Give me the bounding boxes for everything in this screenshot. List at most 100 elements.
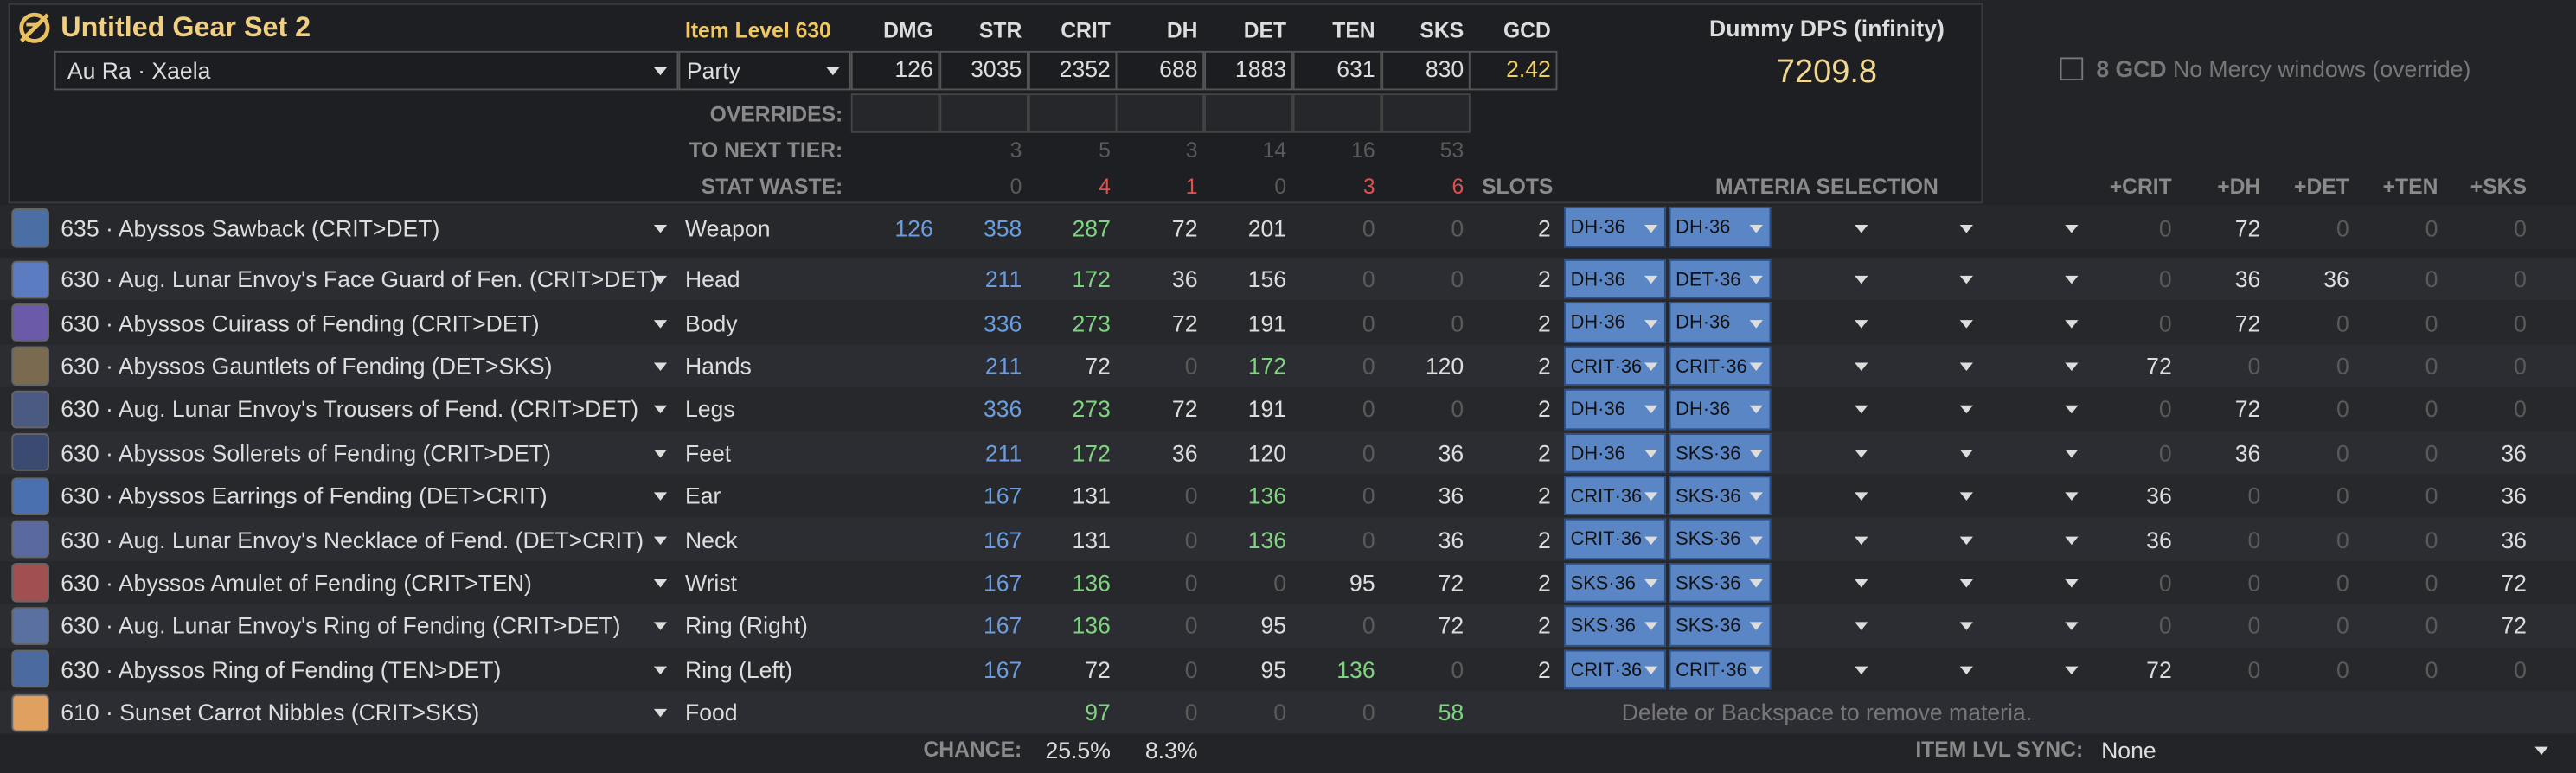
gear-name[interactable]: 630 · Abyssos Ring of Fending (TEN>DET) [61,655,502,683]
next-tier-label: TO NEXT TIER: [689,137,843,163]
stat-waste: 1 [1185,174,1198,199]
gear-stat: 36 [1438,439,1464,466]
total-cell [1292,50,1381,91]
sync-label: ITEM LVL SYNC: [1915,737,2084,762]
gear-stat: 0 [1273,569,1287,596]
sync-select[interactable]: None [2093,733,2560,770]
materia-select[interactable]: CRIT·36 [1669,346,1772,386]
materia-plus: 72 [2501,612,2527,640]
plus-header: +SKS [2470,174,2527,199]
next-tier: 5 [1099,137,1111,163]
override-cell[interactable] [1292,93,1381,133]
gear-stat: 36 [1438,526,1464,553]
gear-row [0,344,2576,388]
materia-plus: 72 [2146,655,2172,683]
override-cell[interactable] [1204,93,1293,133]
override-cell[interactable] [1381,93,1470,133]
gear-stat: 0 [1184,353,1198,380]
gear-name[interactable]: 630 · Aug. Lunar Envoy's Face Guard of F… [61,265,658,293]
materia-select[interactable]: SKS·36 [1669,562,1772,603]
gear-name[interactable]: 635 · Abyssos Sawback (CRIT>DET) [61,214,440,241]
gear-name[interactable]: 630 · Abyssos Earrings of Fending (DET>C… [61,482,548,509]
materia-plus: 0 [2425,655,2438,683]
gear-icon [11,347,49,386]
total-value: 2.42 [1506,55,1551,82]
materia-plus: 0 [2514,396,2527,423]
materia-plus: 0 [2425,482,2438,509]
materia-plus: 0 [2514,309,2527,336]
stat-waste: 0 [1009,174,1022,199]
materia-plus: 36 [2146,526,2172,553]
gear-stat: 0 [1362,439,1375,466]
materia-plus: 0 [2247,569,2261,596]
gear-slots: 2 [1538,353,1551,380]
gear-name[interactable]: 630 · Abyssos Cuirass of Fending (CRIT>D… [61,309,540,336]
gear-stat: 136 [1247,526,1287,553]
column-header: CRIT [1061,17,1111,43]
gear-slot: Feet [684,439,732,466]
total-cell [939,50,1028,91]
materia-plus: 36 [2234,439,2261,466]
gear-name[interactable]: 630 · Aug. Lunar Envoy's Trousers of Fen… [61,396,639,423]
gear-stat: 0 [1362,526,1375,553]
gear-icon [11,476,49,515]
materia-select[interactable]: DH·36 [1564,259,1666,300]
gear-stat: 167 [983,612,1022,640]
gear-name[interactable]: 630 · Aug. Lunar Envoy's Ring of Fending… [61,612,621,640]
override-cell[interactable] [1116,93,1205,133]
gear-slot: Neck [684,526,738,553]
gear-stat: 120 [1247,439,1287,466]
gear-icon [11,259,49,299]
chance-label: CHANCE: [923,737,1022,762]
materia-select[interactable]: CRIT·36 [1564,648,1666,690]
gear-name[interactable]: 630 · Aug. Lunar Envoy's Necklace of Fen… [61,526,644,553]
gear-slot: Head [684,265,740,293]
gear-name[interactable]: 610 · Sunset Carrot Nibbles (CRIT>SKS) [61,699,480,726]
stat-waste: 4 [1099,174,1111,199]
gear-stat: 0 [1184,699,1198,726]
override-cell[interactable] [1027,93,1117,133]
slots-header: SLOTS [1482,174,1554,199]
gear-row [0,205,2576,250]
materia-plus: 72 [2234,396,2261,423]
gear-slot: Legs [684,396,735,423]
gear-row [0,604,2576,648]
materia-plus: 0 [2425,309,2438,336]
gear-slots: 2 [1538,439,1551,466]
plus-header: +TEN [2382,174,2438,199]
option-bold: 8 GCD [2096,55,2167,82]
materia-plus: 0 [2336,353,2349,380]
next-tier: 3 [1009,137,1022,163]
gear-stat: 211 [984,265,1022,293]
gear-name[interactable]: 630 · Abyssos Amulet of Fending (CRIT>TE… [61,569,532,596]
gear-row [0,387,2576,431]
materia-select[interactable]: CRIT·36 [1564,346,1666,386]
gear-stat: 172 [1247,353,1287,380]
override-cell[interactable] [850,93,940,133]
gear-stat: 156 [1247,265,1287,293]
materia-plus: 0 [2425,396,2438,423]
materia-plus: 0 [2247,655,2261,683]
gear-name[interactable]: 630 · Abyssos Sollerets of Fending (CRIT… [61,439,552,466]
materia-plus: 72 [2234,214,2261,241]
gear-icon [11,303,49,342]
materia-plus: 0 [2425,265,2438,293]
option-checkbox[interactable] [2060,57,2084,81]
item-level: Item Level 630 [684,17,831,43]
materia-plus: 0 [2336,439,2349,466]
override-cell[interactable] [939,93,1028,133]
next-tier: 16 [1351,137,1375,163]
gear-name[interactable]: 630 · Abyssos Gauntlets of Fending (DET>… [61,353,553,380]
materia-plus: 0 [2247,612,2261,640]
set-title[interactable]: Untitled Gear Set 2 [61,11,311,43]
materia-plus: 36 [2146,482,2172,509]
race-select[interactable]: Au Ra · Xaela [54,50,679,91]
materia-select[interactable]: SKS·36 [1669,605,1772,647]
total-cell [1027,50,1117,91]
gear-stat: 172 [1072,439,1111,466]
party-select[interactable]: Party [678,50,851,91]
gear-stat: 36 [1171,265,1198,293]
materia-plus: 72 [2501,569,2527,596]
gear-stat: 0 [1362,265,1375,293]
gear-stat: 0 [1362,214,1375,241]
